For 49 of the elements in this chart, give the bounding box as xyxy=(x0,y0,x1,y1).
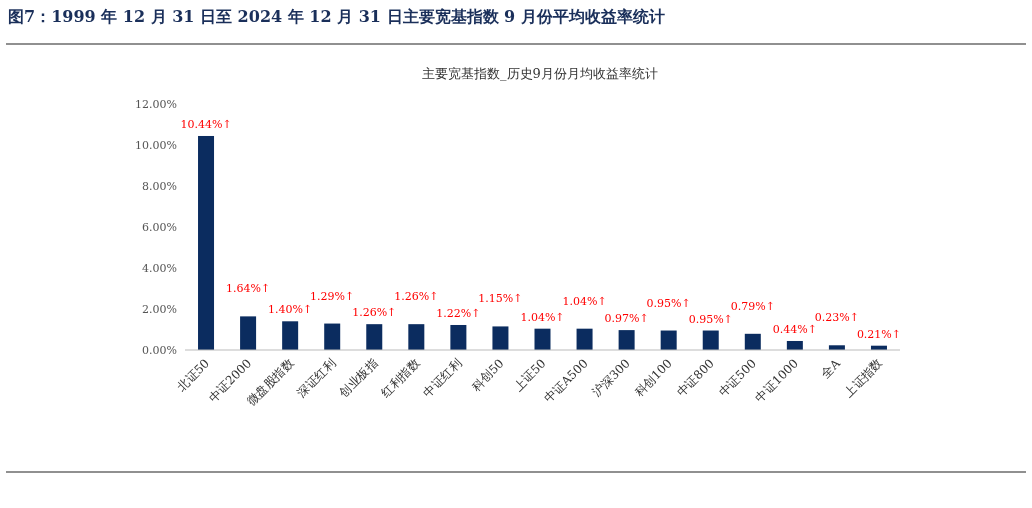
x-tick-label: 中证红利 xyxy=(420,356,465,401)
x-tick-label: 科创50 xyxy=(468,356,507,394)
y-tick-label: 10.00% xyxy=(135,139,177,152)
data-label: 10.44%↑ xyxy=(180,117,232,131)
y-tick-label: 12.00% xyxy=(135,98,177,111)
data-label: 1.40%↑ xyxy=(268,303,313,317)
x-tick-label: 科创100 xyxy=(631,356,675,400)
data-label: 0.95%↑ xyxy=(688,312,733,326)
y-tick-label: 6.00% xyxy=(142,221,177,234)
y-tick-label: 0.00% xyxy=(142,344,177,357)
chart-title: 图7：1999 年 12 月 31 日至 2024 年 12 月 31 日主要宽基指数 9 月份平均收益率统计 xyxy=(8,7,665,26)
bar xyxy=(492,326,509,350)
bar xyxy=(240,316,257,350)
data-label: 0.44%↑ xyxy=(772,322,817,336)
data-label: 1.22%↑ xyxy=(436,306,481,320)
bar xyxy=(324,323,341,350)
bar xyxy=(408,324,425,350)
bar xyxy=(366,324,383,350)
data-label: 0.23%↑ xyxy=(814,311,859,325)
data-label: 0.79%↑ xyxy=(730,299,775,313)
bar xyxy=(618,330,635,350)
bar xyxy=(450,324,467,350)
bar xyxy=(660,330,677,350)
bar xyxy=(702,330,719,350)
data-label: 1.04%↑ xyxy=(520,310,565,324)
data-label: 1.26%↑ xyxy=(352,306,397,320)
chart-subtitle: 主要宽基指数_历史9月份月均收益率统计 xyxy=(422,66,658,81)
bar xyxy=(534,328,551,350)
bar xyxy=(282,321,299,350)
x-tick-label: 全A xyxy=(818,355,844,381)
data-label: 1.04%↑ xyxy=(562,294,607,308)
data-label: 1.29%↑ xyxy=(310,289,355,303)
bar xyxy=(744,333,761,350)
y-tick-label: 2.00% xyxy=(142,303,177,316)
x-tick-label: 上证指数 xyxy=(841,356,886,401)
y-tick-label: 8.00% xyxy=(142,180,177,193)
x-tick-label: 沪深300 xyxy=(589,356,633,400)
bar xyxy=(576,328,593,350)
x-tick-label: 深证红利 xyxy=(294,356,339,401)
data-label: 0.21%↑ xyxy=(856,327,902,341)
x-tick-label: 创业板指 xyxy=(336,356,381,401)
y-tick-label: 4.00% xyxy=(142,262,177,275)
data-label: 1.15%↑ xyxy=(478,292,523,306)
data-label: 1.64%↑ xyxy=(226,282,271,296)
data-label: 1.26%↑ xyxy=(394,290,439,304)
x-tick-label: 红利指数 xyxy=(378,356,423,401)
data-label: 0.95%↑ xyxy=(646,296,691,310)
bar xyxy=(198,135,215,350)
data-label: 0.97%↑ xyxy=(604,312,649,326)
